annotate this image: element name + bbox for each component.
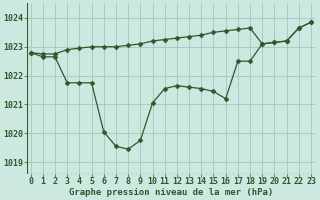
X-axis label: Graphe pression niveau de la mer (hPa): Graphe pression niveau de la mer (hPa) <box>69 188 273 197</box>
